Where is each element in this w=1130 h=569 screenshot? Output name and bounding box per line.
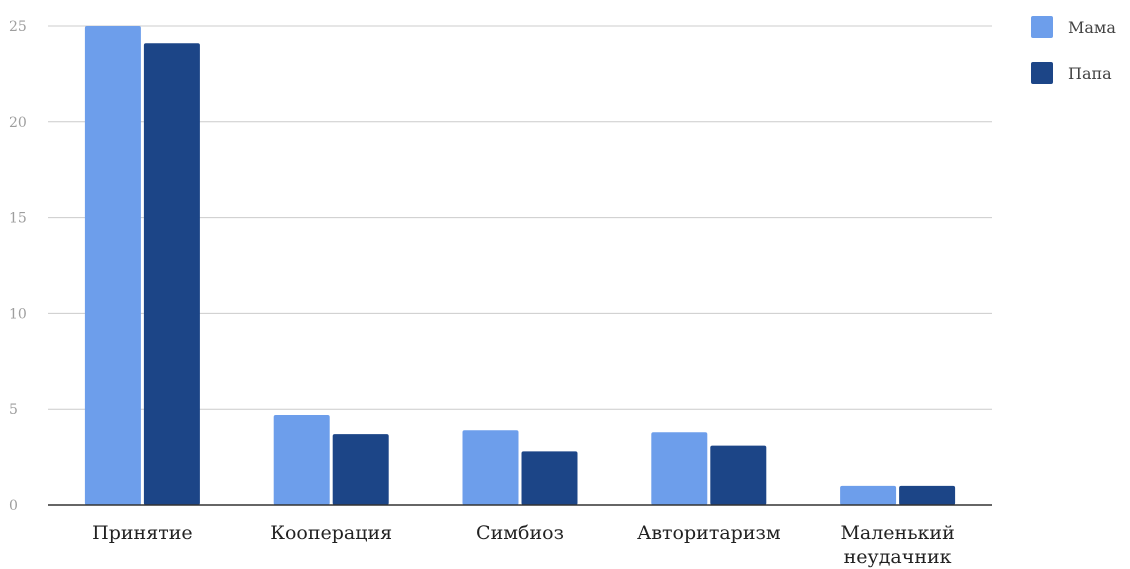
legend-swatch-Мама — [1031, 16, 1053, 38]
bar-Папа-0 — [143, 43, 200, 506]
legend-swatch-Папа — [1031, 62, 1053, 84]
bar-Папа-2 — [521, 451, 578, 505]
bar-Мама-3 — [651, 432, 708, 505]
grid-lines — [48, 25, 992, 410]
legend-label: Мама — [1068, 18, 1116, 37]
bar-Мама-2 — [462, 430, 519, 505]
y-tick-label: 25 — [9, 19, 27, 35]
x-tick-label: Принятие — [92, 522, 192, 544]
x-tick-label: Кооперация — [270, 522, 392, 544]
x-tick-label: Симбиоз — [476, 522, 564, 544]
y-tick-label: 10 — [9, 306, 27, 322]
y-tick-label: 0 — [9, 498, 18, 514]
y-tick-label: 15 — [9, 211, 27, 227]
y-tick-label: 20 — [9, 115, 27, 131]
x-tick-label: Маленький неудачник — [840, 522, 954, 568]
bar-Папа-1 — [332, 434, 389, 505]
y-tick-label: 5 — [9, 402, 18, 418]
legend-label: Папа — [1068, 64, 1112, 83]
bar-Мама-1 — [273, 414, 330, 505]
x-axis-labels: Принятие Кооперация Симбиоз Авторитаризм Мал… — [92, 522, 955, 568]
x-tick-label: Авторитаризм — [637, 522, 781, 544]
bar-Мама-0 — [84, 26, 141, 505]
legend: Мама Папа — [1031, 16, 1116, 84]
y-axis-ticks: 0 5 10 15 20 25 — [9, 19, 27, 514]
bar-Папа-4 — [899, 485, 956, 505]
bar-Папа-3 — [710, 445, 767, 505]
bar-Мама-4 — [840, 485, 897, 505]
bars — [84, 26, 956, 506]
